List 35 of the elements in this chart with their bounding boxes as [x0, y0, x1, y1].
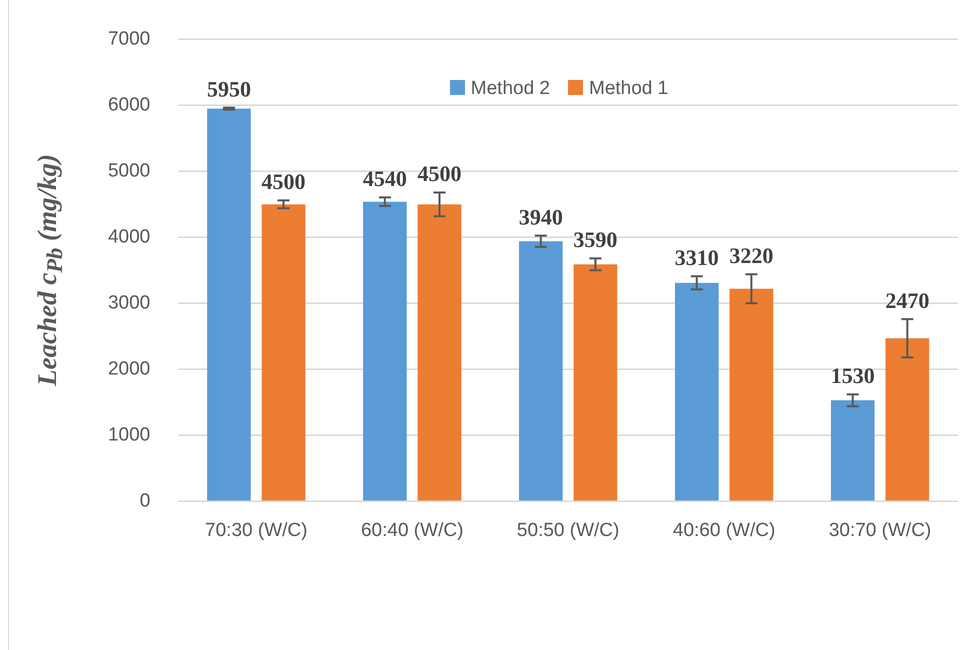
x-tick-label: 30:70 (W/C)	[828, 520, 932, 541]
bar	[262, 204, 306, 500]
y-tick-label: 2000	[108, 358, 150, 380]
data-label: 2470	[885, 288, 930, 313]
x-tick-label: 40:60 (W/C)	[672, 520, 776, 541]
bar	[207, 108, 251, 500]
y-tick-label: 0	[140, 490, 150, 512]
data-label: 4540	[362, 166, 407, 192]
data-label: 3310	[674, 244, 719, 270]
bar	[730, 288, 774, 500]
bar	[574, 264, 618, 500]
legend-label: Method 2	[470, 78, 550, 100]
bar	[363, 202, 407, 500]
data-label: 3590	[573, 227, 618, 252]
bar	[830, 400, 875, 500]
legend-label: Method 1	[588, 78, 668, 100]
data-label: 4500	[417, 161, 462, 186]
x-tick-label: 50:50 (W/C)	[516, 520, 620, 541]
data-label: 3940	[518, 204, 563, 230]
y-tick-label: 1000	[108, 424, 150, 446]
x-tick-label: 70:30 (W/C)	[205, 520, 308, 541]
y-tick-label: 3000	[108, 292, 150, 314]
data-label: 4500	[262, 169, 306, 194]
y-tick-label: 6000	[108, 94, 150, 116]
y-tick-label: 7000	[108, 28, 150, 50]
bar	[519, 241, 563, 500]
data-label: 3220	[729, 242, 774, 268]
bar	[418, 204, 462, 500]
data-label: 5950	[206, 76, 251, 102]
y-tick-label: 4000	[108, 226, 150, 248]
data-label: 1530	[830, 363, 875, 388]
bar	[674, 282, 719, 500]
y-tick-label: 5000	[108, 160, 150, 182]
bar	[885, 338, 930, 500]
x-tick-label: 60:40 (W/C)	[360, 520, 464, 541]
